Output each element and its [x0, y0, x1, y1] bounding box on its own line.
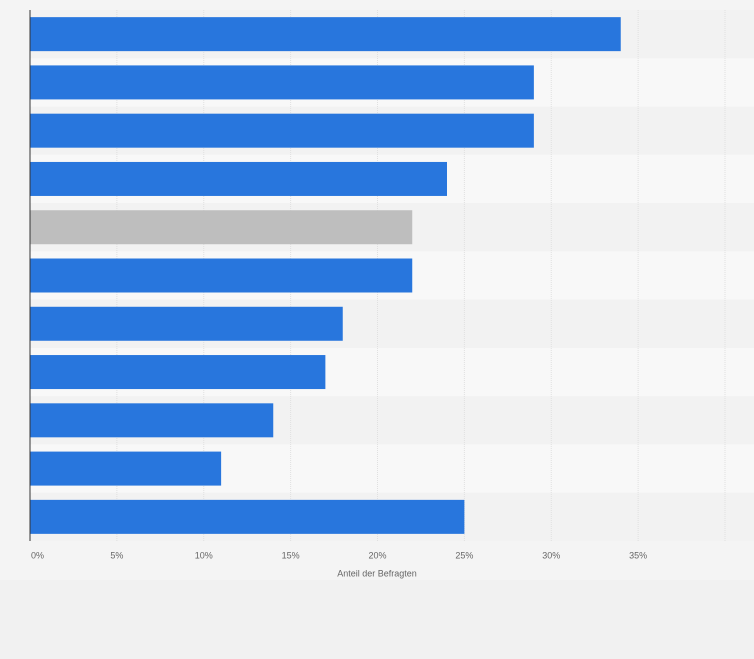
x-axis-label: Anteil der Befragten [337, 568, 417, 578]
bar [30, 355, 326, 390]
bar [30, 306, 343, 341]
bar [30, 65, 534, 100]
x-tick-label: 35% [629, 550, 647, 560]
x-tick-label: 25% [455, 550, 473, 560]
bar [30, 451, 222, 486]
x-tick-label: 10% [195, 550, 213, 560]
bar [30, 258, 413, 293]
x-tick-label: 20% [368, 550, 386, 560]
bar [30, 403, 274, 438]
x-tick-label: 5% [110, 550, 123, 560]
bar [30, 210, 413, 245]
footer-background [0, 580, 754, 659]
bar [30, 161, 447, 196]
bar [30, 17, 621, 52]
x-tick-label: 30% [542, 550, 560, 560]
bar [30, 499, 465, 534]
x-tick-label: 0% [31, 550, 44, 560]
bar [30, 113, 534, 148]
x-tick-label: 15% [282, 550, 300, 560]
